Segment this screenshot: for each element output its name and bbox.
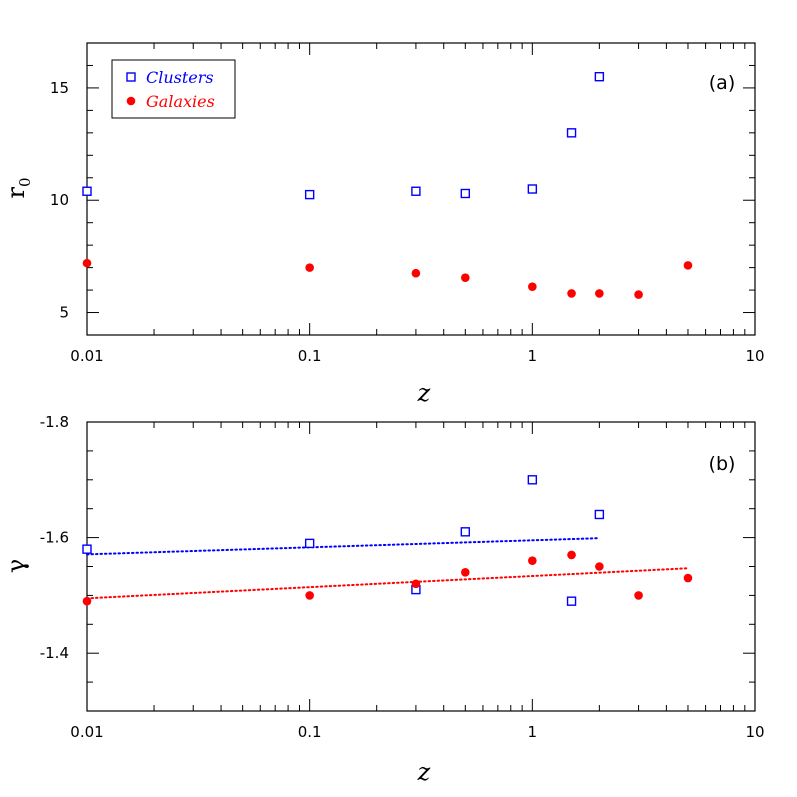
x-tick-label: 0.01 (70, 347, 103, 365)
panel-b: 0.01 0.1 1 10 -1.4 -1.6 -1.8 z γ (b) (2, 413, 765, 786)
clusters-fit-line (86, 537, 601, 556)
galaxy-point (528, 556, 537, 566)
galaxies-fit-line (86, 567, 689, 600)
x-axis-label: z (417, 758, 431, 786)
y-tick-label: -1.8 (40, 413, 69, 431)
galaxy-point (461, 567, 470, 577)
y-tick-label: -1.6 (40, 529, 69, 547)
legend-box (111, 59, 236, 119)
galaxy-point (82, 258, 92, 268)
x-tick-label: 1 (528, 723, 538, 741)
y-axis-label: r0 (2, 177, 34, 198)
galaxy-point (411, 579, 421, 589)
galaxy-point (634, 591, 643, 600)
x-tick-label: 0.01 (70, 723, 103, 741)
galaxy-point (595, 562, 604, 571)
x-tick-label: 0.1 (298, 723, 322, 741)
x-tick-label: 10 (745, 347, 764, 365)
y-tick-label: 10 (50, 191, 69, 209)
y-tick-label: 15 (50, 79, 69, 97)
galaxy-point (595, 289, 604, 298)
panel-label: (b) (709, 453, 736, 475)
y-axis-label: γ (2, 559, 30, 573)
galaxy-point (567, 289, 576, 298)
y-axis-label-subscript: 0 (16, 177, 34, 187)
cluster-point (527, 475, 538, 485)
cluster-point (566, 596, 577, 606)
legend-label-galaxies: Galaxies (146, 92, 215, 111)
cluster-point (594, 509, 605, 520)
panel-a: 0.01 0.1 1 10 5 10 15 z r0 (a) Clusters Galaxies (2, 42, 765, 407)
galaxy-point (305, 591, 314, 600)
legend: Clusters Galaxies (111, 59, 236, 119)
legend-marker-galaxies (126, 96, 136, 106)
x-tick-label: 10 (745, 723, 764, 741)
cluster-point (82, 544, 92, 554)
cluster-point (411, 186, 421, 196)
galaxy-point (683, 261, 693, 270)
cluster-point (304, 189, 315, 200)
galaxy-point (683, 573, 693, 583)
cluster-point (460, 527, 471, 537)
cluster-point (594, 71, 605, 82)
plot-frame (86, 421, 756, 712)
cluster-point (304, 538, 315, 549)
legend-marker-clusters (126, 72, 136, 82)
cluster-point (527, 184, 538, 194)
galaxy-point (305, 263, 314, 272)
x-axis-label: z (417, 379, 431, 407)
galaxy-point (634, 290, 643, 299)
galaxy-point (82, 596, 92, 606)
x-tick-label: 1 (528, 347, 538, 365)
cluster-point (82, 186, 92, 196)
legend-label-clusters: Clusters (146, 68, 214, 87)
galaxy-point (528, 282, 537, 292)
galaxy-point (411, 268, 421, 278)
cluster-point (566, 128, 577, 138)
cluster-point (460, 188, 471, 199)
galaxy-point (567, 550, 576, 560)
x-tick-label: 0.1 (298, 347, 322, 365)
panel-label: (a) (709, 72, 735, 94)
y-tick-label: 5 (59, 304, 69, 322)
galaxy-point (461, 273, 470, 283)
y-tick-label: -1.4 (40, 644, 69, 662)
